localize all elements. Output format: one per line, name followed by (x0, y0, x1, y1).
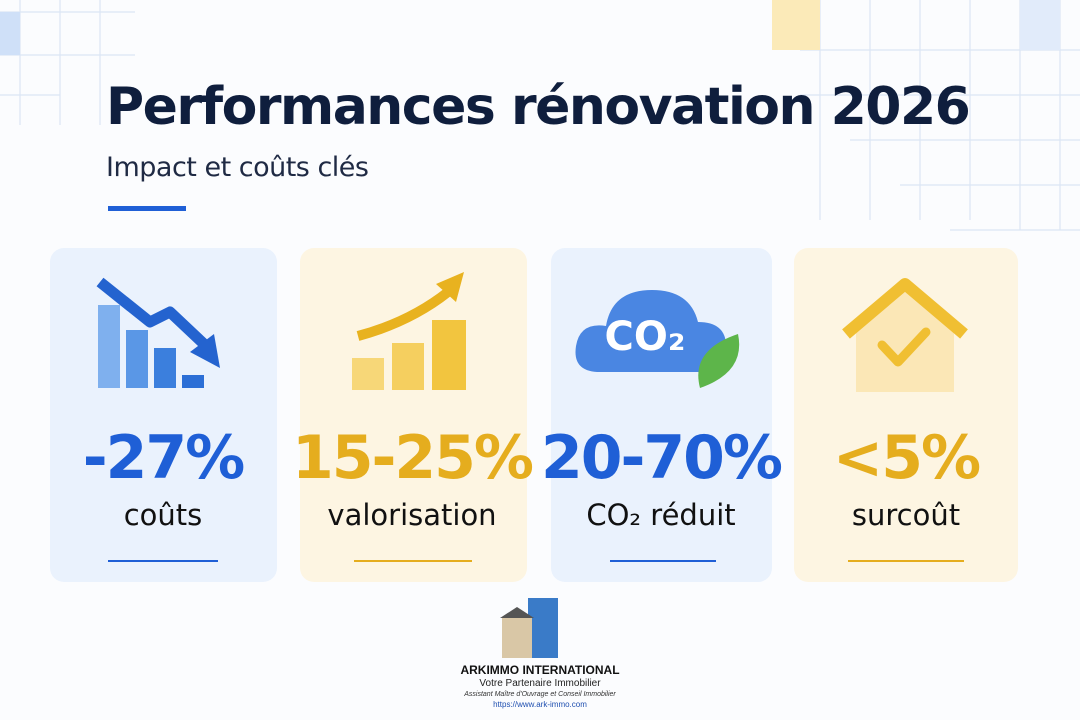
icon-house (842, 278, 968, 392)
card-value: <5% (833, 423, 980, 493)
card-label: CO₂ réduit (586, 498, 735, 532)
card-label: surcoût (852, 498, 960, 532)
title-underline (108, 206, 186, 211)
icon-text: CO₂ (605, 314, 686, 360)
deco-square (772, 0, 820, 50)
card-label: coûts (124, 498, 203, 532)
icon-cloud (575, 290, 740, 388)
subtitle: Impact et coûts clés (106, 152, 368, 183)
grid-decoration (0, 0, 1080, 231)
footer-tagline: Votre Partenaire Immobilier (479, 678, 601, 689)
card-value: 15-25% (292, 423, 533, 493)
icon-chart-up (352, 272, 466, 390)
card-value: -27% (83, 423, 244, 493)
footer-url: https://www.ark-immo.com (493, 700, 587, 709)
footer-description: Assistant Maître d'Ouvrage et Conseil Im… (463, 691, 616, 698)
icon-chart-down (96, 277, 220, 388)
footer-company: ARKIMMO INTERNATIONAL (460, 663, 619, 677)
card-value: 20-70% (541, 423, 782, 493)
card (300, 248, 527, 582)
logo (500, 598, 558, 658)
deco-square (0, 12, 20, 55)
title: Performances rénovation 2026 (106, 77, 969, 137)
card-label: valorisation (327, 498, 496, 532)
deco-square (1020, 0, 1060, 50)
